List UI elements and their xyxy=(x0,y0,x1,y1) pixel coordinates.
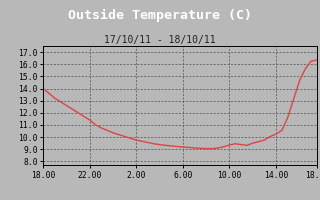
Text: Outside Temperature (C): Outside Temperature (C) xyxy=(68,9,252,22)
Text: 17/10/11 - 18/10/11: 17/10/11 - 18/10/11 xyxy=(104,35,216,45)
